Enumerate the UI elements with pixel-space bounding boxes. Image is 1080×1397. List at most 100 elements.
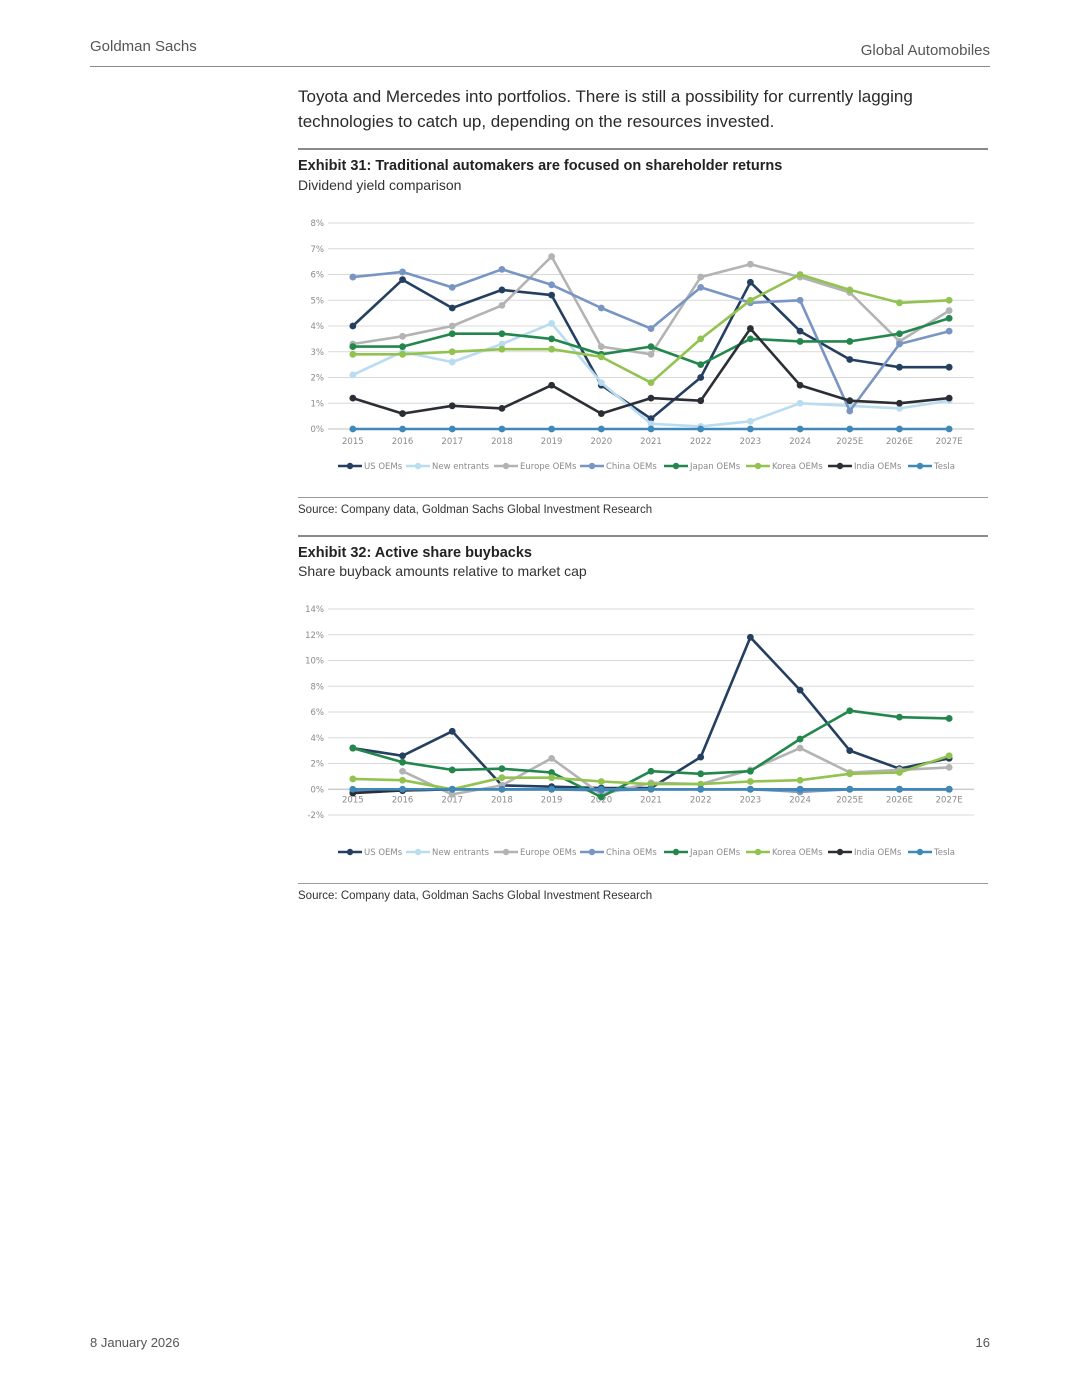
header-brand: Goldman Sachs	[90, 38, 197, 55]
x-tick-label: 2023	[740, 795, 762, 805]
y-tick-label: 14%	[305, 605, 324, 615]
x-tick-label: 2017	[441, 795, 463, 805]
data-point	[597, 379, 605, 387]
data-point	[548, 281, 556, 289]
y-tick-label: 0%	[311, 785, 325, 795]
series-china-oems	[349, 265, 953, 415]
data-point	[896, 405, 903, 412]
data-point	[647, 325, 655, 332]
data-point	[796, 425, 804, 433]
x-tick-label: 2025E	[836, 795, 863, 805]
data-point	[498, 405, 506, 412]
series-japan-oems	[349, 707, 953, 801]
data-point	[945, 785, 953, 793]
data-point	[896, 340, 903, 348]
data-point	[746, 633, 754, 641]
data-point	[597, 343, 605, 350]
data-point	[548, 335, 556, 343]
legend-marker	[754, 848, 762, 856]
data-point	[697, 361, 705, 369]
y-tick-label: 5%	[311, 296, 325, 306]
data-point	[349, 394, 357, 402]
data-point	[349, 343, 357, 350]
data-point	[498, 330, 506, 338]
data-point	[647, 785, 655, 793]
series-tesla	[349, 785, 953, 793]
data-point	[945, 307, 953, 314]
data-point	[548, 785, 556, 793]
data-point	[945, 363, 953, 371]
legend-label: Japan OEMs	[689, 462, 741, 472]
data-point	[796, 327, 804, 335]
data-point	[399, 752, 406, 760]
data-point	[448, 322, 456, 330]
x-tick-label: 2025E	[836, 437, 863, 447]
y-tick-label: 2%	[311, 374, 325, 384]
data-point	[498, 425, 506, 433]
data-point	[746, 767, 754, 775]
data-point	[399, 767, 406, 775]
legend-marker	[414, 848, 422, 856]
data-point	[647, 425, 655, 433]
data-point	[697, 273, 705, 281]
data-point	[945, 296, 953, 304]
series-japan-oems	[349, 314, 953, 369]
x-tick-label: 2016	[392, 437, 414, 447]
legend-marker	[346, 848, 354, 856]
legend-label: China OEMs	[606, 848, 657, 858]
data-point	[746, 778, 754, 785]
data-point	[498, 286, 506, 294]
data-point	[399, 410, 406, 417]
data-point	[498, 302, 506, 309]
series-india-oems	[349, 325, 953, 417]
legend-marker	[414, 462, 422, 470]
data-point	[697, 753, 705, 761]
legend-label: Tesla	[933, 848, 955, 858]
x-tick-label: 2018	[491, 795, 513, 805]
data-point	[746, 278, 754, 286]
data-point	[796, 735, 804, 743]
data-point	[796, 399, 804, 407]
data-point	[697, 425, 705, 433]
series-tesla	[349, 425, 953, 433]
data-point	[597, 304, 605, 312]
series-korea-oems	[349, 271, 953, 387]
data-point	[597, 425, 605, 433]
data-point	[597, 785, 605, 793]
data-point	[647, 343, 655, 350]
header-divider	[90, 66, 990, 67]
legend-marker	[916, 848, 924, 856]
legend-marker	[836, 848, 844, 856]
legend-label: China OEMs	[606, 462, 657, 472]
data-point	[896, 769, 903, 776]
data-point	[647, 420, 655, 428]
data-point	[498, 765, 506, 773]
data-point	[349, 350, 357, 358]
y-tick-label: 6%	[311, 271, 325, 281]
y-tick-label: 2%	[311, 760, 325, 770]
data-point	[697, 397, 705, 405]
data-point	[399, 276, 406, 284]
y-tick-label: 8%	[311, 219, 325, 229]
x-tick-label: 2024	[789, 437, 811, 447]
data-point	[548, 769, 556, 776]
legend: US OEMs New entrants Europe OEMs China OEMs…	[338, 462, 955, 472]
data-point	[796, 338, 804, 345]
legend-label: Europe OEMs	[520, 848, 577, 858]
data-point	[896, 785, 903, 793]
legend-label: New entrants	[432, 848, 490, 858]
y-tick-label: 7%	[311, 245, 325, 255]
legend-marker	[346, 462, 354, 470]
data-point	[796, 785, 804, 793]
data-point	[846, 407, 854, 415]
legend-label: India OEMs	[854, 848, 902, 858]
x-tick-label: 2016	[392, 795, 414, 805]
data-point	[448, 766, 456, 774]
legend-label: India OEMs	[854, 462, 902, 472]
exhibit-31-subtitle: Dividend yield comparison	[298, 177, 462, 193]
exhibit-32-source: Source: Company data, Goldman Sachs Glob…	[298, 890, 653, 902]
data-point	[399, 776, 406, 784]
data-point	[399, 758, 406, 766]
legend: US OEMs New entrants Europe OEMs China OEMs…	[338, 848, 955, 858]
legend-marker	[916, 462, 924, 470]
